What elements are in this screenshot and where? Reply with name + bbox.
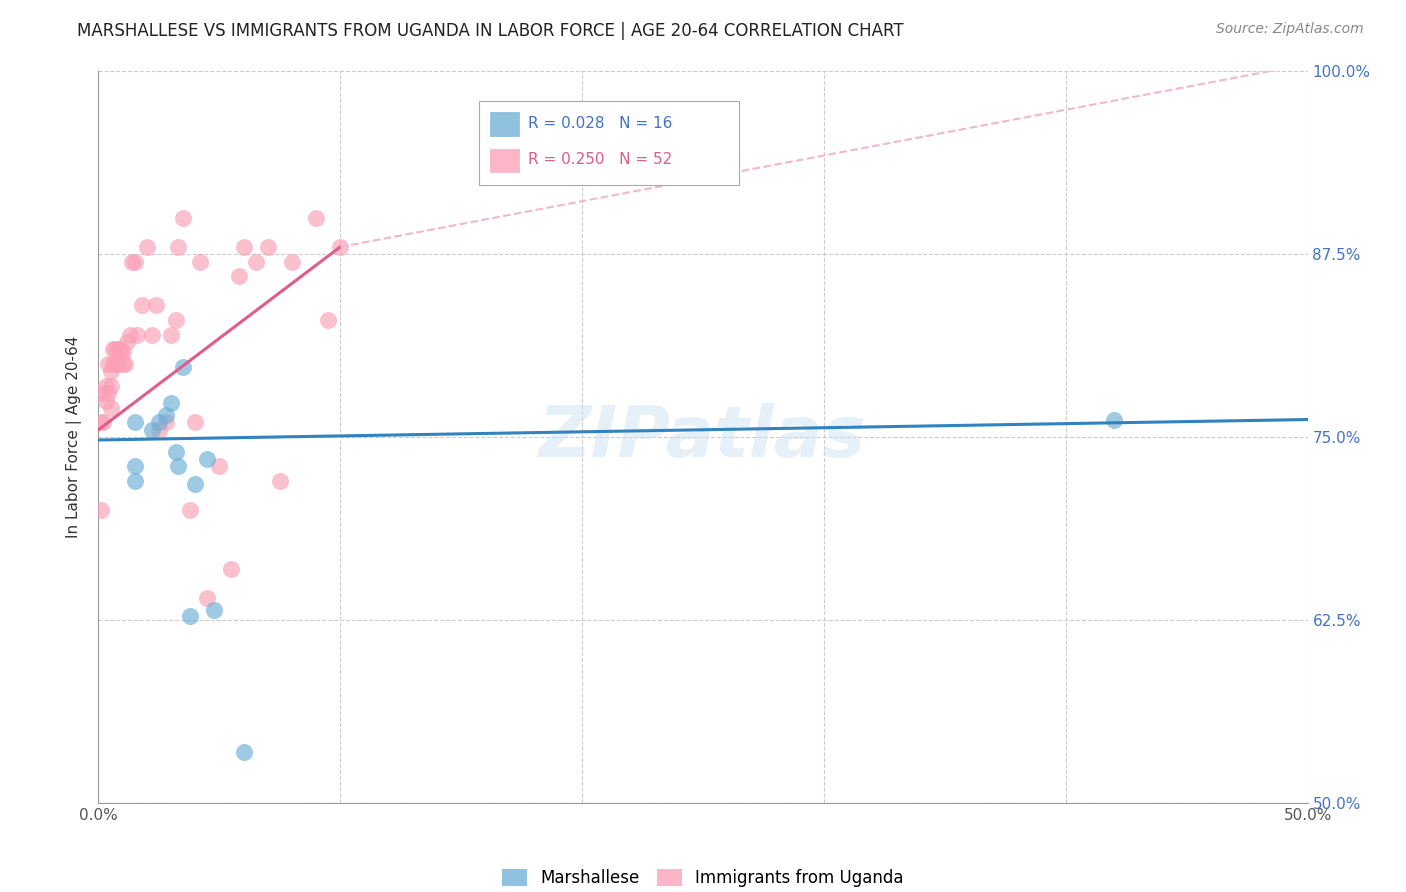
Text: ZIPatlas: ZIPatlas <box>540 402 866 472</box>
Point <box>100 401 122 415</box>
Point <box>117 334 139 349</box>
Point <box>141 327 163 342</box>
Point <box>188 254 211 268</box>
Text: R = 0.250   N = 52: R = 0.250 N = 52 <box>527 153 672 168</box>
Point <box>107 343 129 357</box>
Point <box>179 608 201 623</box>
Point <box>145 298 167 312</box>
Text: Source: ZipAtlas.com: Source: ZipAtlas.com <box>1216 22 1364 37</box>
FancyBboxPatch shape <box>479 101 740 185</box>
Point <box>329 240 352 254</box>
Point <box>90 503 112 517</box>
Point <box>135 240 157 254</box>
Point <box>232 240 254 254</box>
Point <box>172 359 194 374</box>
Point <box>101 343 124 357</box>
Point <box>104 343 127 357</box>
Point <box>184 476 207 491</box>
Point <box>91 386 114 401</box>
Point <box>167 240 190 254</box>
Point <box>179 503 201 517</box>
Point <box>107 357 129 371</box>
Point <box>124 459 146 474</box>
Point <box>94 379 117 393</box>
Point <box>1102 412 1125 426</box>
FancyBboxPatch shape <box>491 112 519 136</box>
Point <box>97 357 120 371</box>
Point <box>195 452 218 467</box>
Point <box>221 562 243 576</box>
Point <box>208 459 231 474</box>
Point <box>100 379 122 393</box>
Point <box>184 416 207 430</box>
Point <box>155 416 177 430</box>
Point <box>90 416 112 430</box>
Point <box>104 357 127 371</box>
Point <box>256 240 278 254</box>
Point <box>131 298 153 312</box>
Point <box>148 423 170 437</box>
Point <box>269 474 291 488</box>
Point <box>124 416 146 430</box>
Point <box>124 254 146 268</box>
Point <box>160 396 183 410</box>
Point <box>108 345 131 359</box>
Text: MARSHALLESE VS IMMIGRANTS FROM UGANDA IN LABOR FORCE | AGE 20-64 CORRELATION CHA: MARSHALLESE VS IMMIGRANTS FROM UGANDA IN… <box>77 22 904 40</box>
Point <box>165 444 187 458</box>
Point <box>91 416 114 430</box>
Point <box>305 211 328 225</box>
Point <box>111 345 134 359</box>
Point <box>108 343 131 357</box>
Point <box>160 327 183 342</box>
Point <box>101 357 124 371</box>
Point <box>114 357 136 371</box>
FancyBboxPatch shape <box>491 149 519 172</box>
Point <box>172 211 194 225</box>
Point <box>100 364 122 378</box>
Point <box>228 269 250 284</box>
Point <box>124 474 146 488</box>
Point <box>316 313 339 327</box>
Point <box>165 313 187 327</box>
Point <box>118 327 141 342</box>
Point <box>127 327 149 342</box>
Point <box>121 254 143 268</box>
Point <box>167 459 190 474</box>
Text: R = 0.028   N = 16: R = 0.028 N = 16 <box>527 116 672 131</box>
Point <box>155 408 177 422</box>
Point <box>232 745 254 759</box>
Point <box>97 386 120 401</box>
Point <box>281 254 304 268</box>
Y-axis label: In Labor Force | Age 20-64: In Labor Force | Age 20-64 <box>66 336 83 538</box>
Point <box>94 393 117 408</box>
Point <box>141 423 163 437</box>
Point <box>195 591 218 605</box>
Legend: Marshallese, Immigrants from Uganda: Marshallese, Immigrants from Uganda <box>496 863 910 892</box>
Point <box>245 254 267 268</box>
Point <box>111 357 134 371</box>
Point <box>148 416 170 430</box>
Point <box>204 603 226 617</box>
